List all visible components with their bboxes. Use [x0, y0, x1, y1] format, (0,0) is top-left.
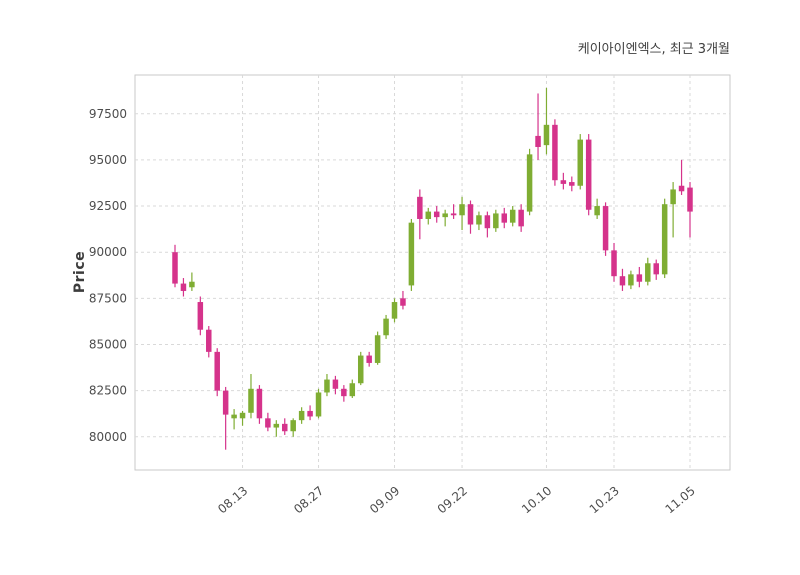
- candle-body-down: [653, 263, 659, 275]
- x-tick-label: 08.13: [215, 484, 250, 517]
- candle-body-up: [476, 215, 482, 225]
- candle-body-up: [459, 204, 465, 216]
- y-tick-label: 92500: [89, 199, 127, 213]
- candle-body-up: [298, 410, 305, 421]
- candle-body-down: [619, 276, 626, 286]
- candle-body-down: [602, 206, 609, 251]
- y-tick-label: 95000: [89, 153, 127, 167]
- candle-body-up: [442, 213, 448, 218]
- candle-body-up: [315, 392, 322, 417]
- chart-title: 케이아이엔엑스, 최근 3개월: [577, 42, 730, 57]
- candle-body-up: [493, 213, 499, 229]
- candle-body-down: [400, 298, 406, 306]
- candle-body-up: [383, 318, 389, 336]
- candle-body-down: [256, 388, 263, 419]
- candle-body-down: [417, 196, 423, 219]
- candle-body-down: [366, 355, 372, 363]
- candle-body-up: [374, 335, 381, 363]
- candle-body-down: [307, 410, 313, 417]
- candle-body-down: [552, 124, 558, 181]
- x-tick-label: 10.23: [587, 484, 622, 517]
- candle-body-down: [569, 182, 575, 186]
- candle-body-up: [189, 281, 195, 288]
- candle-body-down: [611, 250, 617, 277]
- candle-body-up: [231, 414, 237, 419]
- y-tick-label: 90000: [89, 245, 127, 259]
- x-tick-label: 08.27: [291, 484, 326, 517]
- candle-body-down: [636, 274, 643, 282]
- candle-body-down: [687, 187, 693, 212]
- candle-body-up: [239, 412, 246, 419]
- y-tick-label: 82500: [89, 384, 127, 398]
- candle-body-down: [172, 252, 178, 284]
- candle-body-up: [408, 222, 415, 286]
- candle-body-down: [197, 302, 204, 330]
- candle-body-down: [282, 423, 288, 432]
- y-tick-label: 87500: [89, 291, 127, 305]
- x-tick-label: 09.09: [367, 484, 402, 517]
- candle-body-up: [357, 355, 364, 384]
- candle-body-up: [526, 154, 533, 212]
- candle-body-up: [670, 189, 676, 205]
- candle-body-up: [349, 383, 356, 397]
- x-tick-label: 09.22: [435, 484, 470, 517]
- candle-body-up: [543, 124, 550, 146]
- candle-body-down: [180, 283, 187, 291]
- candle-body-up: [248, 388, 254, 413]
- candle-body-up: [273, 423, 280, 428]
- candle-body-down: [501, 213, 508, 223]
- candle-body-up: [509, 209, 516, 223]
- candle-body-up: [290, 420, 296, 432]
- candle-body-down: [585, 139, 592, 210]
- candle-body-up: [324, 379, 330, 393]
- candle-body-down: [560, 180, 567, 184]
- candle-body-down: [518, 209, 524, 227]
- y-tick-label: 85000: [89, 337, 127, 351]
- candle-body-down: [467, 204, 474, 225]
- candle-body-down: [535, 135, 541, 147]
- candle-body-up: [594, 206, 600, 216]
- candle-body-up: [391, 302, 398, 319]
- candle-body-down: [678, 185, 685, 192]
- candle-body-up: [425, 211, 432, 219]
- candle-body-up: [645, 263, 651, 282]
- candle-body-down: [341, 388, 347, 397]
- candle-body-down: [332, 379, 339, 389]
- candle-body-up: [577, 139, 583, 186]
- y-tick-label: 80000: [89, 430, 127, 444]
- x-tick-label: 11.05: [663, 484, 698, 517]
- candle-body-up: [661, 204, 668, 275]
- candle-body-up: [628, 274, 634, 286]
- x-tick-label: 10.10: [519, 484, 554, 517]
- candle-body-down: [265, 418, 271, 428]
- candle-body-down: [433, 211, 440, 218]
- y-tick-label: 97500: [89, 107, 127, 121]
- candle-body-down: [206, 329, 212, 352]
- candle-body-down: [450, 213, 457, 216]
- candle-body-down: [214, 351, 220, 391]
- candle-body-down: [484, 215, 491, 229]
- candle-body-down: [222, 390, 229, 415]
